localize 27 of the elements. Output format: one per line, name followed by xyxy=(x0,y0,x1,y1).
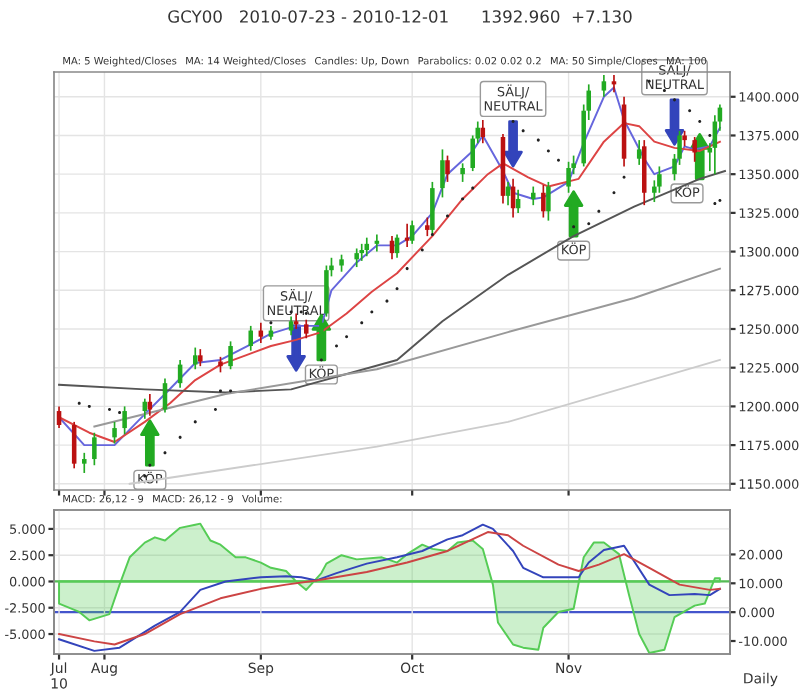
candlestick xyxy=(92,431,97,467)
candlestick xyxy=(359,243,364,262)
candlestick xyxy=(445,154,450,183)
candlestick xyxy=(409,219,415,245)
candlestick xyxy=(460,162,465,183)
candlestick xyxy=(288,315,294,337)
candlestick xyxy=(546,181,551,222)
candlestick xyxy=(530,185,536,206)
candlestick xyxy=(82,452,87,474)
candlestick xyxy=(192,346,198,371)
candlestick xyxy=(657,165,662,194)
candlestick xyxy=(248,325,254,352)
candlestick xyxy=(303,318,309,340)
candlestick xyxy=(425,216,430,237)
line-series xyxy=(93,267,721,428)
candlestick xyxy=(228,340,233,371)
candlestick xyxy=(354,247,359,268)
candlestick xyxy=(692,136,697,163)
chart-title: GCY00 2010-07-23 - 2010-12-01 1392.960 +7.130 xyxy=(168,10,632,23)
candlestick xyxy=(430,181,435,234)
candlestick xyxy=(641,139,647,206)
candlestick xyxy=(440,148,445,199)
candlestick xyxy=(112,421,117,445)
candlestick xyxy=(636,139,642,166)
line-series xyxy=(128,358,721,485)
candlestick xyxy=(541,184,546,219)
candlestick xyxy=(601,74,607,98)
